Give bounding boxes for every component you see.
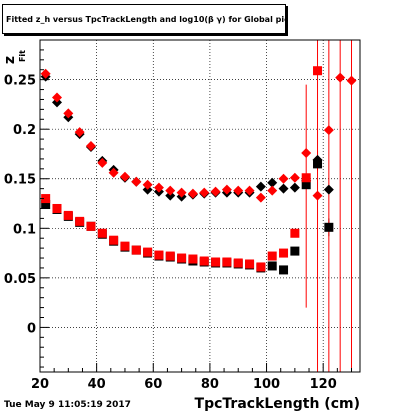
diamond-marker bbox=[278, 173, 289, 184]
y-tick-label: 0.1 bbox=[13, 222, 36, 237]
diamond-marker bbox=[233, 185, 244, 196]
square-marker bbox=[301, 180, 311, 190]
square-marker bbox=[143, 247, 153, 257]
diamond-marker bbox=[165, 185, 176, 196]
x-tick-label: 20 bbox=[31, 377, 49, 392]
timestamp: Tue May 9 11:05:19 2017 bbox=[4, 400, 131, 410]
plot-frame bbox=[39, 39, 361, 373]
square-marker bbox=[313, 159, 323, 169]
square-marker bbox=[199, 256, 209, 266]
diamond-marker bbox=[267, 185, 278, 196]
diamond-marker bbox=[346, 75, 357, 86]
tick-labels: 20 40 60 80 100 120 0 0.05 0.1 0.15 0.2 0.25 bbox=[4, 74, 337, 392]
diamond-marker bbox=[301, 147, 312, 158]
axis-ticks bbox=[39, 49, 353, 372]
diamond-marker bbox=[142, 179, 153, 190]
square-marker bbox=[245, 259, 255, 269]
diamond-marker bbox=[63, 108, 74, 119]
chart-title: Fitted z_h versus TpcTrackLength and log… bbox=[2, 4, 286, 34]
diamond-marker bbox=[323, 125, 334, 136]
diamond-marker bbox=[85, 141, 96, 152]
diamond-marker bbox=[289, 182, 300, 193]
square-marker bbox=[290, 228, 300, 238]
y-tick-label: 0 bbox=[27, 321, 36, 336]
square-marker bbox=[120, 241, 130, 251]
x-axis-label: TpcTrackLength (cm) bbox=[194, 396, 360, 412]
y-tick-label: 0.05 bbox=[4, 272, 36, 287]
diamond-marker bbox=[153, 182, 164, 193]
error-bars bbox=[305, 40, 353, 372]
square-marker bbox=[290, 246, 300, 256]
y-axis-label-z: z bbox=[2, 55, 19, 65]
square-marker bbox=[41, 194, 51, 204]
square-marker bbox=[267, 251, 277, 261]
square-marker bbox=[154, 250, 164, 260]
diamond-marker bbox=[210, 186, 221, 197]
diamond-marker bbox=[199, 187, 210, 198]
square-marker bbox=[233, 258, 243, 268]
square-marker bbox=[279, 248, 289, 258]
diamond-marker bbox=[278, 183, 289, 194]
y-tick-label: 0.25 bbox=[4, 74, 36, 89]
diamond-marker bbox=[221, 184, 232, 195]
square-marker bbox=[211, 257, 221, 267]
y-axis-label-sub: Fit bbox=[18, 50, 27, 63]
square-marker bbox=[188, 254, 198, 264]
diamond-marker bbox=[108, 167, 119, 178]
square-marker bbox=[256, 262, 266, 272]
diamond-marker bbox=[187, 188, 198, 199]
chart-title-text: Fitted z_h versus TpcTrackLength and log… bbox=[6, 14, 286, 24]
x-tick-label: 60 bbox=[144, 377, 162, 392]
square-marker bbox=[109, 235, 119, 245]
diamond-marker bbox=[244, 185, 255, 196]
square-marker bbox=[63, 210, 73, 220]
x-tick-label: 120 bbox=[310, 377, 337, 392]
grid-lines bbox=[39, 40, 360, 372]
square-marker bbox=[75, 216, 85, 226]
square-marker bbox=[86, 221, 96, 231]
square-marker bbox=[279, 265, 289, 275]
diamond-marker bbox=[312, 190, 323, 201]
diamond-marker bbox=[255, 192, 266, 203]
x-tick-label: 80 bbox=[201, 377, 219, 392]
square-marker bbox=[131, 245, 141, 255]
diamond-marker bbox=[267, 177, 278, 188]
square-marker bbox=[97, 228, 107, 238]
x-tick-label: 100 bbox=[253, 377, 280, 392]
y-axis-label: z Fit bbox=[2, 50, 28, 80]
diamond-marker bbox=[289, 172, 300, 183]
square-marker bbox=[52, 203, 62, 213]
square-marker bbox=[177, 253, 187, 263]
square-marker bbox=[41, 200, 51, 210]
square-marker bbox=[165, 251, 175, 261]
diamond-marker bbox=[323, 184, 334, 195]
diamond-marker bbox=[131, 176, 142, 187]
y-tick-label: 0.2 bbox=[13, 123, 36, 138]
diamond-marker bbox=[176, 187, 187, 198]
square-marker bbox=[301, 173, 311, 183]
diamond-marker bbox=[74, 127, 85, 138]
square-marker bbox=[313, 66, 323, 76]
diamond-marker bbox=[255, 181, 266, 192]
data-markers bbox=[40, 66, 357, 275]
diamond-marker bbox=[119, 171, 130, 182]
square-marker bbox=[222, 257, 232, 267]
diamond-marker bbox=[97, 157, 108, 168]
x-tick-label: 40 bbox=[88, 377, 106, 392]
square-marker bbox=[267, 261, 277, 271]
square-marker bbox=[324, 222, 334, 232]
diamond-marker bbox=[51, 92, 62, 103]
diamond-marker bbox=[40, 68, 51, 79]
y-tick-label: 0.15 bbox=[4, 173, 36, 188]
diamond-marker bbox=[335, 72, 346, 83]
